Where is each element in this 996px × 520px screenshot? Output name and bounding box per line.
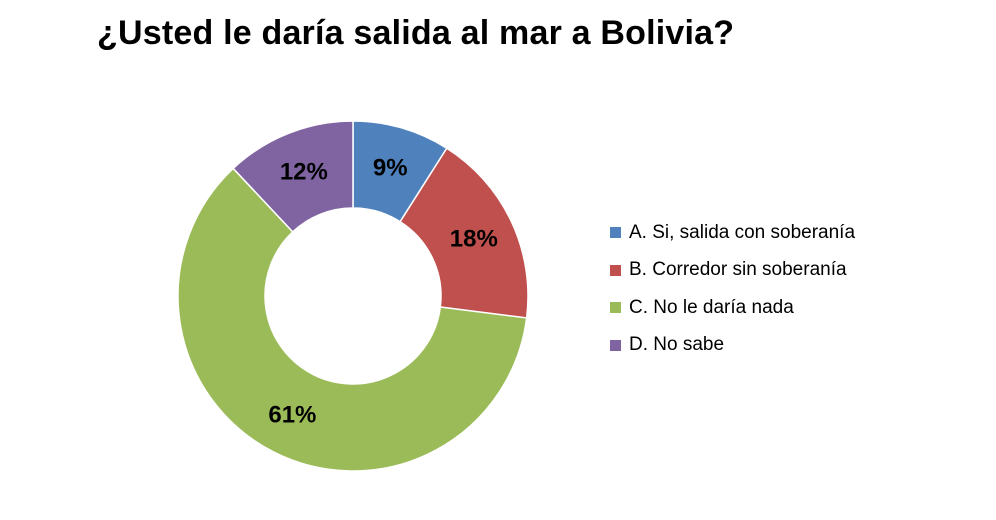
donut-slice-b	[399, 147, 529, 319]
legend-label-a: A. Si, salida con soberanía	[629, 221, 856, 243]
legend-item-c: C. No le daría nada	[610, 289, 910, 327]
donut-slice-c	[177, 167, 528, 472]
data-label-a: 9%	[373, 154, 408, 181]
data-label-d: 12%	[280, 158, 328, 185]
chart-legend: A. Si, salida con soberanía B. Corredor …	[610, 214, 910, 364]
donut-slice-d	[232, 120, 354, 233]
legend-swatch-a	[610, 227, 621, 239]
legend-label-b: B. Corredor sin soberanía	[629, 259, 847, 281]
donut-data-labels: 9% 18% 61% 12%	[268, 154, 497, 428]
chart-title: ¿Usted le daría salida al mar a Bolivia?	[97, 14, 735, 52]
legend-item-d: D. No sabe	[610, 327, 910, 365]
donut-slices	[177, 120, 529, 472]
data-label-c: 61%	[268, 401, 316, 428]
legend-label-c: C. No le daría nada	[629, 296, 794, 318]
legend-swatch-c	[610, 302, 621, 314]
legend-label-d: D. No sabe	[629, 334, 725, 356]
legend-item-b: B. Corredor sin soberanía	[610, 252, 910, 290]
data-label-b: 18%	[450, 226, 498, 253]
legend-swatch-b	[610, 264, 621, 276]
legend-item-a: A. Si, salida con soberanía	[610, 214, 910, 252]
legend-swatch-d	[610, 339, 621, 351]
